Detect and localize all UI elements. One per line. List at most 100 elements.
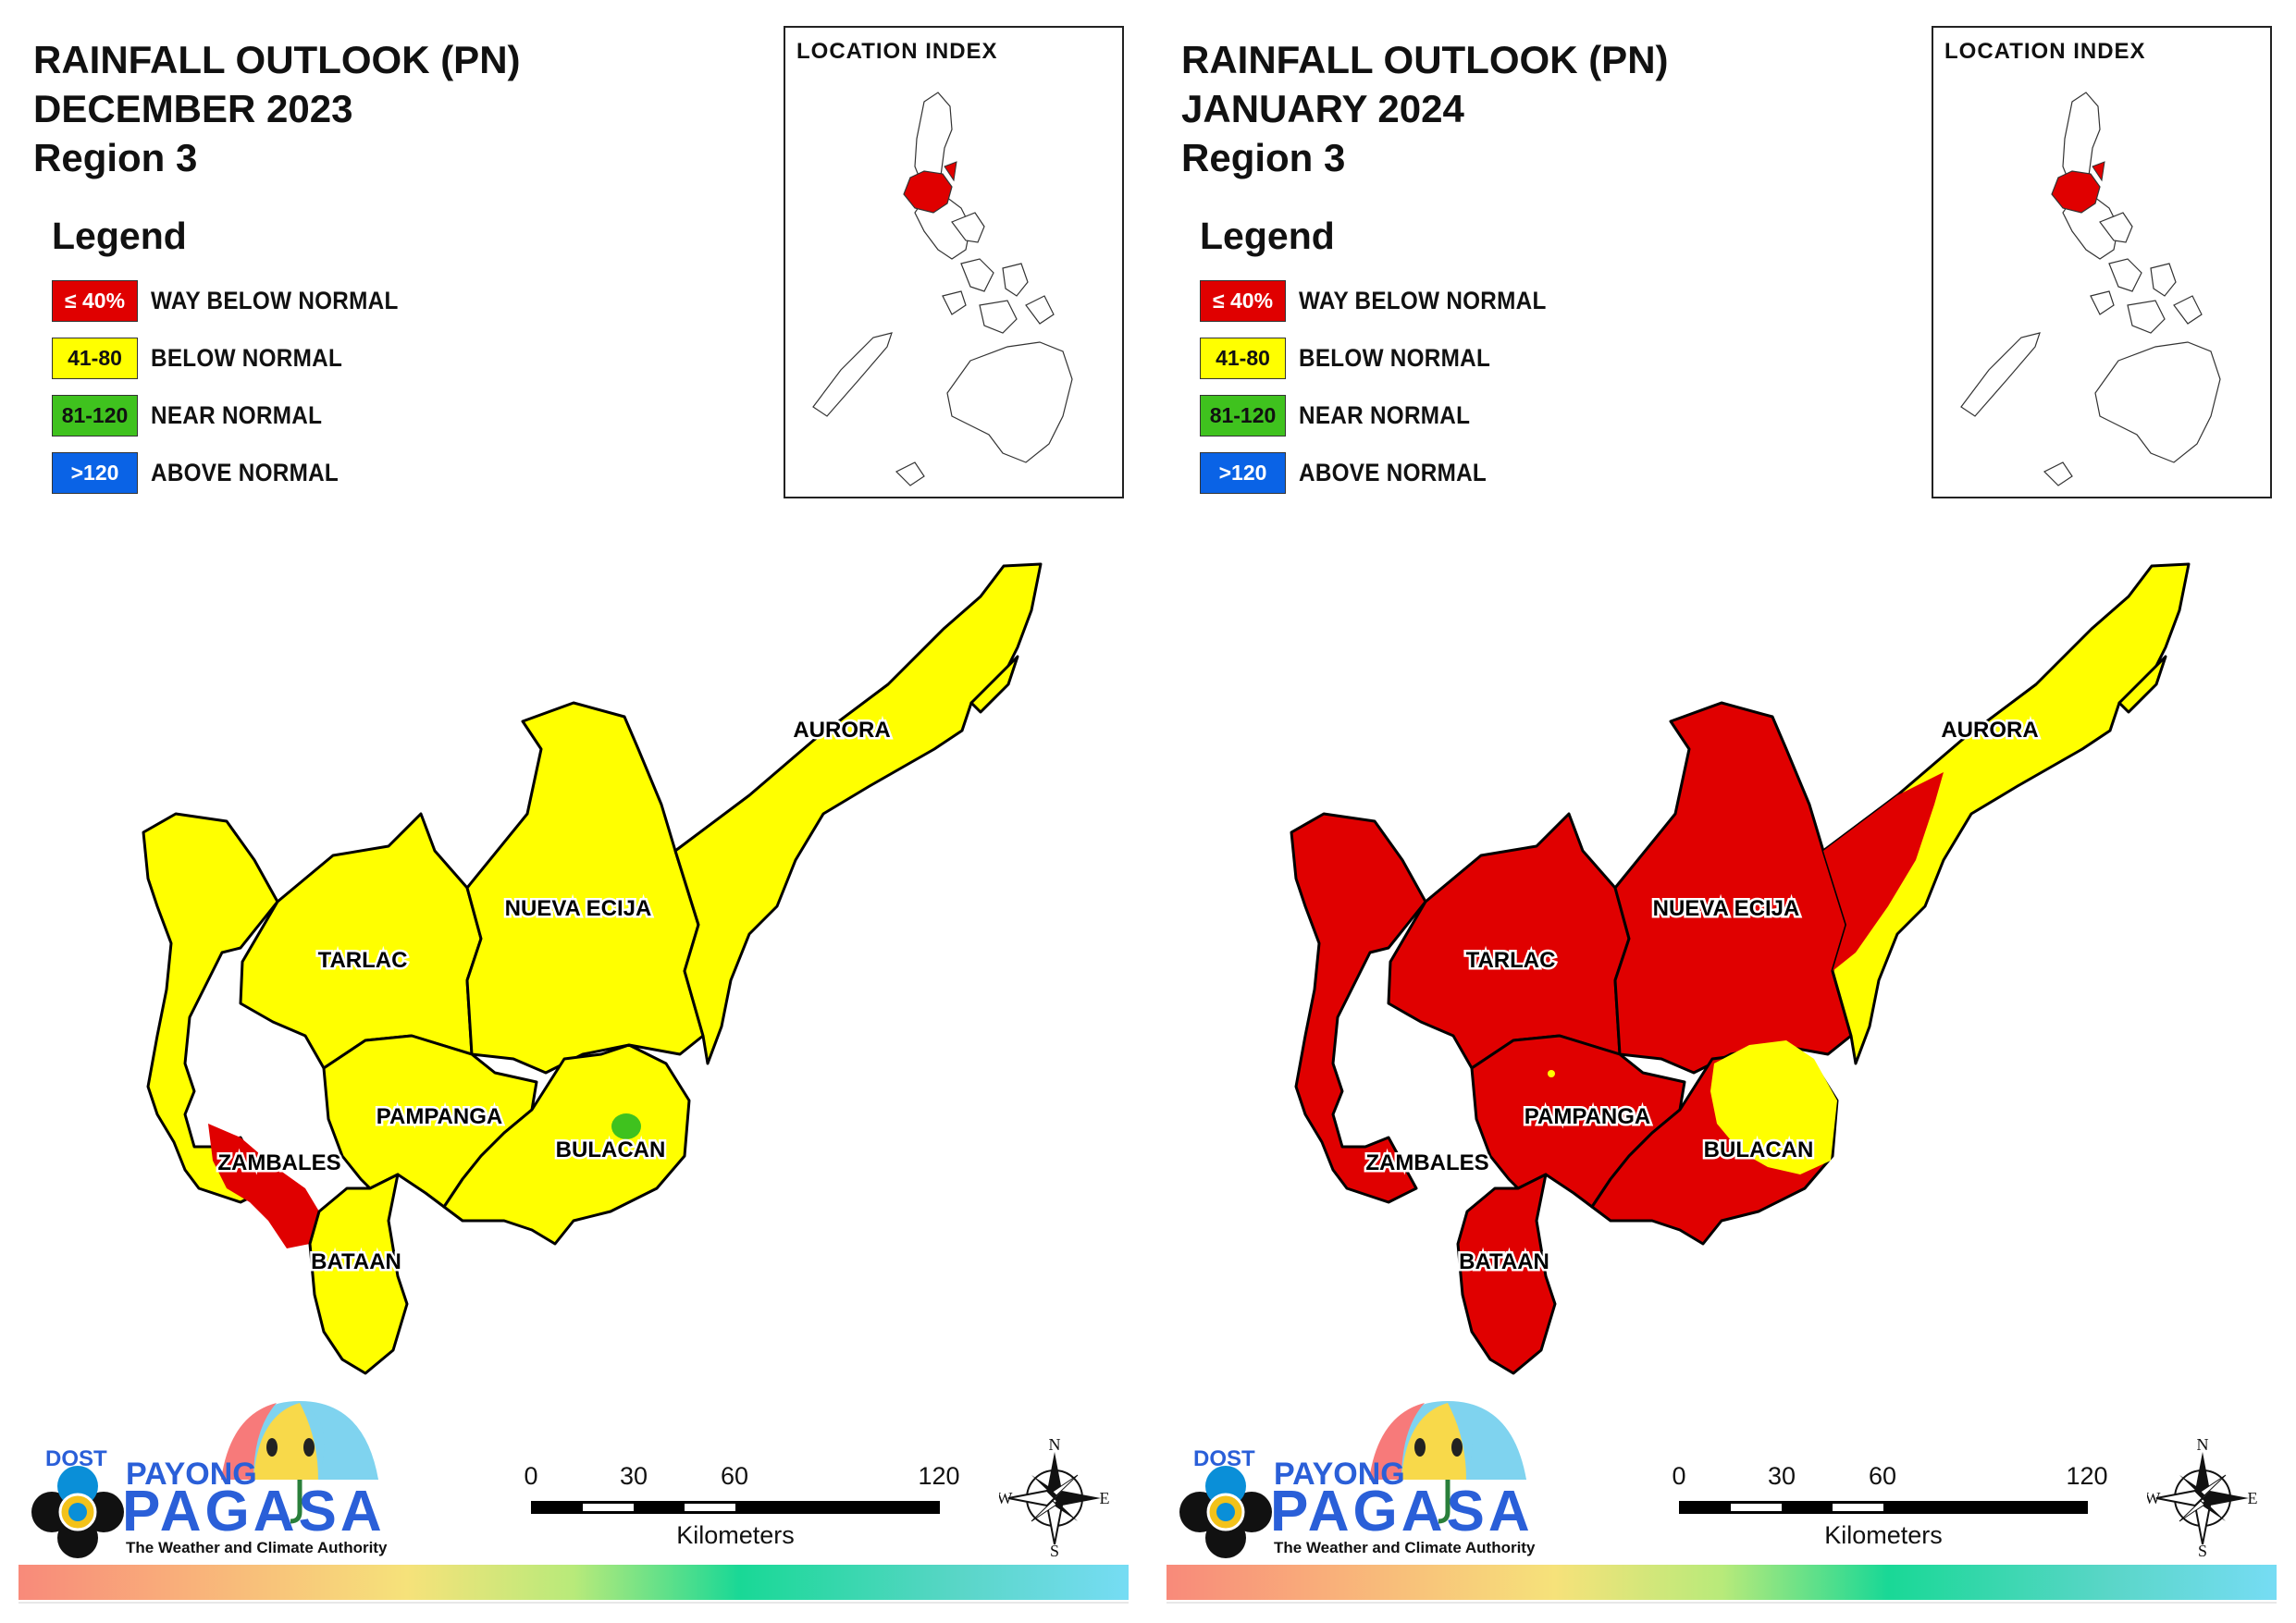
zambales-way-below-patch — [208, 1124, 319, 1248]
label-tarlac: TARLAC — [318, 948, 408, 973]
province-nueva-ecija — [1613, 701, 1853, 1075]
scale-unit: Kilometers — [1824, 1521, 1943, 1549]
map-title: RAINFALL OUTLOOK (PN) DECEMBER 2023 Regi… — [33, 35, 521, 182]
legend-label: NEAR NORMAL — [1299, 400, 1471, 429]
legend: Legend ≤ 40% WAY BELOW NORMAL 41-80 BELO… — [52, 215, 426, 508]
location-index: LOCATION INDEX — [784, 26, 1124, 498]
legend-label: ABOVE NORMAL — [1299, 458, 1487, 486]
legend-row-above-normal: >120 ABOVE NORMAL — [1200, 450, 1574, 495]
province-zambales — [1290, 812, 1427, 1204]
title-line-1: RAINFALL OUTLOOK (PN) — [33, 38, 521, 81]
label-zambales: ZAMBALES — [1365, 1150, 1488, 1175]
province-aurora — [1821, 562, 2191, 1065]
legend-label: WAY BELOW NORMAL — [151, 286, 399, 314]
province-tarlac — [1387, 812, 1631, 1070]
title-line-3: Region 3 — [1181, 136, 1346, 179]
compass-s: S — [1050, 1542, 1059, 1558]
legend-label: BELOW NORMAL — [151, 343, 343, 372]
logo-dost: DOST — [45, 1446, 107, 1471]
legend-row-below-normal: 41-80 BELOW NORMAL — [1200, 336, 1574, 380]
legend-label: BELOW NORMAL — [1299, 343, 1491, 372]
logo-dost: DOST — [1193, 1446, 1255, 1471]
bulacan-below-normal-patch — [1710, 1040, 1837, 1174]
panel-january-2024: RAINFALL OUTLOOK (PN) JANUARY 2024 Regio… — [1148, 0, 2296, 1623]
label-pampanga: PAMPANGA — [1524, 1104, 1650, 1129]
pampanga-below-normal-dot — [1548, 1070, 1555, 1077]
label-pampanga: PAMPANGA — [376, 1104, 502, 1129]
pagasa-logo: DOST PAYONG PAGASA The Weather and Clima… — [31, 1401, 388, 1558]
legend-swatch: 81-120 — [1200, 394, 1286, 436]
scale-tick-60: 60 — [1869, 1462, 1896, 1490]
label-nueva-ecija: NUEVA ECIJA — [505, 896, 652, 921]
scale-tick-0: 0 — [1672, 1462, 1685, 1490]
label-nueva-ecija: NUEVA ECIJA — [1653, 896, 1800, 921]
legend-swatch: ≤ 40% — [1200, 279, 1286, 322]
legend-heading: Legend — [52, 215, 187, 257]
label-aurora: AURORA — [793, 718, 890, 743]
compass-rose-icon: N S E W — [999, 1438, 1110, 1558]
footer-line — [19, 1602, 1129, 1604]
label-tarlac: TARLAC — [1466, 948, 1556, 973]
province-bataan — [308, 1173, 409, 1375]
footer-gradient-bar — [1167, 1565, 2277, 1600]
label-bataan: BATAAN — [311, 1249, 401, 1274]
scale-tick-120: 120 — [918, 1462, 959, 1490]
label-aurora: AURORA — [1941, 718, 2038, 743]
legend-label: NEAR NORMAL — [151, 400, 323, 429]
region-3-map: AURORA NUEVA ECIJA TARLAC PAMPANGA BULAC… — [1290, 562, 2191, 1375]
scale-bar: 0 30 60 120 Kilometers — [1672, 1462, 2107, 1549]
scale-unit: Kilometers — [676, 1521, 795, 1549]
location-index-title: LOCATION INDEX — [1944, 39, 2146, 64]
legend-row-near-normal: 81-120 NEAR NORMAL — [52, 393, 426, 437]
scale-tick-30: 30 — [1768, 1462, 1796, 1490]
compass-s: S — [2198, 1542, 2207, 1558]
legend-swatch: 81-120 — [52, 394, 138, 436]
legend-label: WAY BELOW NORMAL — [1299, 286, 1547, 314]
compass-w: W — [2147, 1489, 2161, 1507]
aurora-way-below-patch — [1823, 772, 1944, 971]
map-title: RAINFALL OUTLOOK (PN) JANUARY 2024 Regio… — [1181, 35, 1669, 182]
label-bulacan: BULACAN — [556, 1137, 666, 1162]
philippines-outline-map — [1960, 92, 2221, 486]
legend-swatch: 41-80 — [1200, 337, 1286, 379]
title-line-2: JANUARY 2024 — [1181, 87, 1464, 130]
province-labels: AURORA NUEVA ECIJA TARLAC PAMPANGA BULAC… — [216, 716, 893, 1277]
legend-row-near-normal: 81-120 NEAR NORMAL — [1200, 393, 1574, 437]
pagasa-logo: DOST PAYONG PAGASA The Weather and Clima… — [1179, 1401, 1536, 1558]
location-index: LOCATION INDEX — [1932, 26, 2272, 498]
compass-n: N — [2197, 1438, 2209, 1454]
legend-swatch: >120 — [1200, 451, 1286, 494]
province-bataan — [1456, 1173, 1557, 1375]
label-zambales: ZAMBALES — [217, 1150, 340, 1175]
philippines-outline-map — [812, 92, 1073, 486]
title-line-1: RAINFALL OUTLOOK (PN) — [1181, 38, 1669, 81]
compass-e: E — [1100, 1489, 1110, 1507]
province-tarlac — [239, 812, 483, 1070]
aurora-island — [2117, 655, 2167, 714]
title-line-2: DECEMBER 2023 — [33, 87, 353, 130]
logo-pagasa: PAGASA — [1270, 1480, 1534, 1543]
legend-swatch: >120 — [52, 451, 138, 494]
scale-tick-60: 60 — [721, 1462, 748, 1490]
logo-tagline: The Weather and Climate Authority — [126, 1539, 388, 1556]
compass-rose-icon: N S E W — [2147, 1438, 2258, 1558]
logo-payong: PAYONG — [1274, 1457, 1405, 1492]
legend: Legend ≤ 40% WAY BELOW NORMAL 41-80 BELO… — [1200, 215, 1574, 508]
logo-tagline: The Weather and Climate Authority — [1274, 1539, 1536, 1556]
footer-gradient-bar — [19, 1565, 1129, 1600]
scale-tick-120: 120 — [2066, 1462, 2107, 1490]
location-index-title: LOCATION INDEX — [796, 39, 998, 64]
scale-tick-30: 30 — [620, 1462, 648, 1490]
legend-row-way-below-normal: ≤ 40% WAY BELOW NORMAL — [1200, 278, 1574, 323]
aurora-island — [969, 655, 1019, 714]
region-3-map: AURORA NUEVA ECIJA TARLAC PAMPANGA BULAC… — [142, 562, 1043, 1375]
legend-row-way-below-normal: ≤ 40% WAY BELOW NORMAL — [52, 278, 426, 323]
province-nueva-ecija — [465, 701, 705, 1075]
compass-n: N — [1049, 1438, 1061, 1454]
panel-december-2023: RAINFALL OUTLOOK (PN) DECEMBER 2023 Regi… — [19, 26, 1129, 1604]
province-bulacan — [442, 1043, 691, 1246]
bulacan-near-normal-patch — [611, 1113, 641, 1139]
province-aurora — [673, 562, 1043, 1065]
legend-row-below-normal: 41-80 BELOW NORMAL — [52, 336, 426, 380]
label-bulacan: BULACAN — [1704, 1137, 1814, 1162]
